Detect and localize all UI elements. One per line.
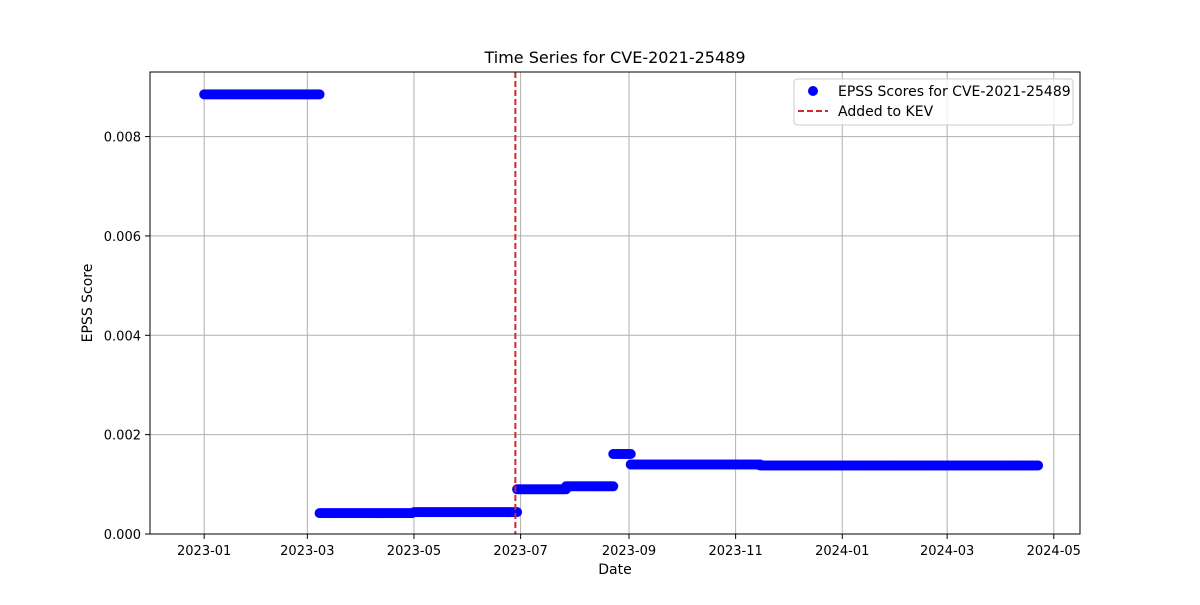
data-point <box>625 449 636 460</box>
legend-label-kev: Added to KEV <box>838 104 934 120</box>
x-tick-label: 2023-05 <box>387 544 441 559</box>
data-point <box>608 481 619 492</box>
legend-label-epss: EPSS Scores for CVE-2021-25489 <box>838 84 1071 100</box>
y-tick-label: 0.002 <box>104 429 141 444</box>
legend-marker-epss <box>808 86 818 96</box>
y-tick-label: 0.000 <box>104 528 141 543</box>
legend-box <box>793 78 1074 126</box>
x-tick-label: 2024-01 <box>815 544 869 559</box>
x-tick-label: 2023-11 <box>708 544 762 559</box>
x-tick-label: 2023-07 <box>493 544 547 559</box>
x-tick-label: 2023-03 <box>280 544 334 559</box>
y-axis-label: EPSS Score <box>80 264 96 343</box>
x-tick-label: 2024-03 <box>920 544 974 559</box>
legend: EPSS Scores for CVE-2021-25489 Added to … <box>793 78 1074 126</box>
x-axis-label: Date <box>598 562 631 578</box>
data-points <box>199 89 1044 519</box>
x-axis-ticks: 2023-01 2023-03 2023-05 2023-07 2023-09 2023-… <box>177 534 1081 559</box>
data-point <box>512 507 523 518</box>
y-tick-label: 0.006 <box>104 230 141 245</box>
x-tick-label: 2023-01 <box>177 544 231 559</box>
y-tick-label: 0.008 <box>104 131 141 146</box>
chart-title: Time Series for CVE-2021-25489 <box>483 48 745 67</box>
x-tick-label: 2023-09 <box>602 544 656 559</box>
x-tick-label: 2024-05 <box>1027 544 1081 559</box>
data-point <box>1033 460 1044 471</box>
plot-frame <box>149 71 1081 535</box>
data-point <box>314 89 325 100</box>
y-tick-label: 0.004 <box>104 329 141 344</box>
y-axis-ticks: 0.000 0.002 0.004 0.006 0.008 <box>104 131 150 543</box>
